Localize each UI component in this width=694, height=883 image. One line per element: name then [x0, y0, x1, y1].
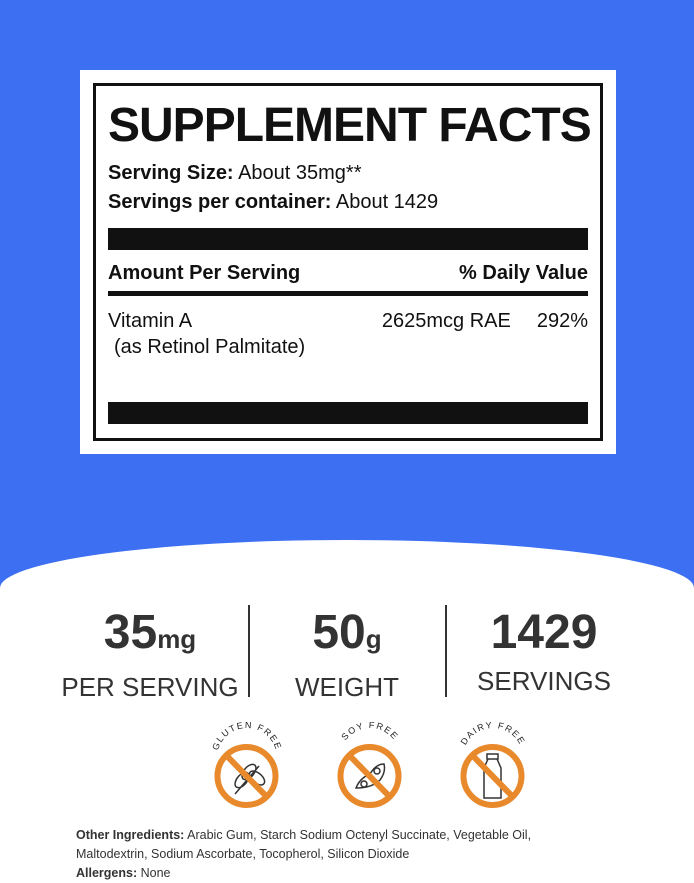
serving-size: Serving Size: About 35mg** [108, 162, 362, 184]
stat-servings: 1429 SERVINGS [477, 606, 611, 696]
divider [247, 605, 250, 697]
svg-text:DAIRY FREE: DAIRY FREE [459, 722, 528, 747]
dairy-free-badge: DAIRY FREE [451, 720, 534, 813]
badges: GLUTEN FREE SOY FREE DAIRY FREE [205, 720, 534, 813]
ingredients: Other Ingredients: Arabic Gum, Starch So… [76, 828, 532, 880]
white-curve [0, 540, 694, 879]
panel-title: SUPPLEMENT FACTS [108, 99, 592, 152]
stat-per-serving: 35mg PER SERVING [61, 606, 239, 702]
table-header: Amount Per Serving% Daily Value [108, 262, 588, 296]
svg-text:SOY FREE: SOY FREE [339, 722, 400, 742]
gluten-free-badge: GLUTEN FREE [205, 720, 288, 813]
stats-row: 35mg PER SERVING 50g WEIGHT 1429 SERVINGS [0, 605, 694, 707]
divider [444, 605, 447, 697]
divider-bar [108, 228, 588, 250]
servings-per-container: Servings per container: About 1429 [108, 191, 439, 213]
supplement-facts-panel: SUPPLEMENT FACTS Serving Size: About 35m… [80, 70, 616, 454]
stat-weight: 50g WEIGHT [295, 606, 399, 702]
soy-free-badge: SOY FREE [328, 720, 411, 813]
nutrient-row: Vitamin A (as Retinol Palmitate) 2625mcg … [108, 310, 588, 358]
divider-bar [108, 402, 588, 424]
